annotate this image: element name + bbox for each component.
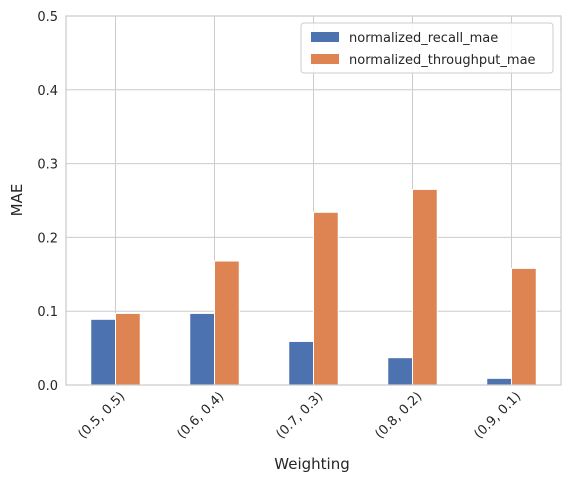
legend-label: normalized_throughput_mae [349,53,536,68]
x-tick-label: (0.5, 0.5) [75,389,128,442]
x-tick-label: (0.8, 0.2) [372,389,425,442]
y-tick-label: 0.0 [37,379,58,394]
x-tick-labels: (0.5, 0.5) (0.6, 0.4) (0.7, 0.3) (0.8, 0.2)… [75,389,524,442]
bar-normalized_throughput_mae-4 [511,267,537,386]
legend-swatch [311,54,339,64]
plot-frame [65,15,562,386]
bar-normalized_throughput_mae-1 [214,260,240,386]
bar-normalized_recall_mae-1 [189,312,215,386]
bar-normalized_throughput_mae-2 [313,211,339,386]
y-tick-label: 0.5 [37,10,58,25]
bar-normalized_recall_mae-0 [90,318,116,386]
y-tick-label: 0.2 [37,231,58,246]
x-axis-label: Weighting [274,455,349,473]
bar-normalized_throughput_mae-3 [412,188,438,386]
legend-label: normalized_recall_mae [349,31,498,46]
y-axis-label: MAE [8,184,26,217]
y-tick-labels: 0.0 0.1 0.2 0.3 0.4 0.5 [37,10,58,394]
bar-normalized_throughput_mae-0 [115,312,141,386]
x-tick-label: (0.7, 0.3) [273,389,326,442]
x-tick-label: (0.6, 0.4) [174,389,227,442]
legend-swatch [311,32,339,42]
y-tick-label: 0.1 [37,305,58,320]
y-tick-label: 0.4 [37,84,58,99]
bar-normalized_recall_mae-2 [288,340,314,386]
bar-normalized_recall_mae-4 [486,377,512,386]
bars [90,188,537,386]
legend: normalized_recall_mae normalized_throughp… [300,22,554,74]
bar-normalized_recall_mae-3 [387,357,413,386]
y-tick-label: 0.3 [37,158,58,173]
x-tick-label: (0.9, 0.1) [471,389,524,442]
legend-box [300,22,554,74]
